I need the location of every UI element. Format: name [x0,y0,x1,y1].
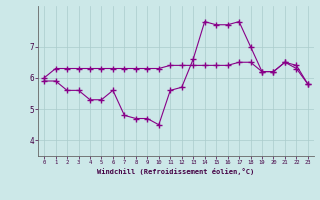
X-axis label: Windchill (Refroidissement éolien,°C): Windchill (Refroidissement éolien,°C) [97,168,255,175]
